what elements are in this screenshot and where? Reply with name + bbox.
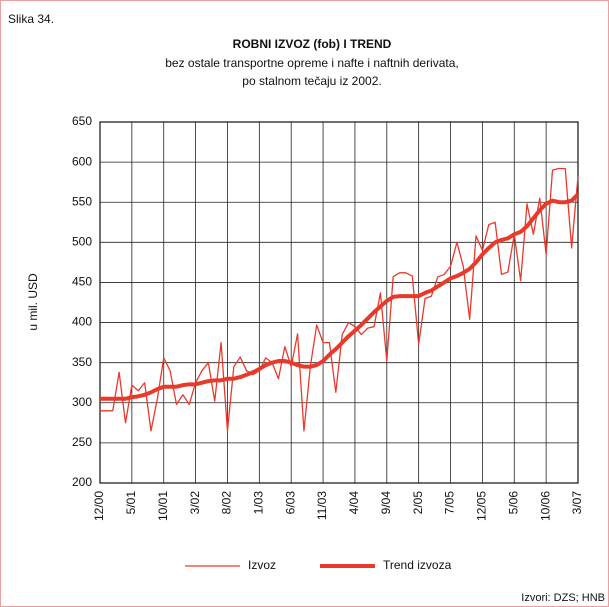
legend-label: Izvoz bbox=[248, 558, 276, 572]
y-tick-label: 350 bbox=[72, 355, 92, 369]
x-tick-label: 12/00 bbox=[92, 491, 106, 521]
x-tick-label: 1/03 bbox=[252, 491, 266, 515]
y-axis-label: u mil. USD bbox=[26, 273, 40, 331]
y-tick-label: 400 bbox=[72, 315, 92, 329]
y-tick-label: 600 bbox=[72, 154, 92, 168]
x-tick-label: 6/03 bbox=[283, 491, 297, 515]
y-tick-label: 450 bbox=[72, 275, 92, 289]
plot-border bbox=[99, 121, 579, 484]
x-tick-label: 11/03 bbox=[315, 491, 329, 520]
x-tick-label: 12/05 bbox=[475, 491, 489, 521]
x-tick-label: 5/01 bbox=[124, 491, 138, 515]
y-tick-label: 650 bbox=[72, 114, 92, 128]
series-line bbox=[100, 167, 579, 432]
y-tick-label: 500 bbox=[72, 235, 92, 249]
y-tick-label: 550 bbox=[72, 194, 92, 208]
legend-label: Trend izvoza bbox=[383, 558, 452, 572]
x-tick-label: 5/06 bbox=[506, 491, 520, 515]
subtitle: po stalnom tečaju iz 2002. bbox=[242, 74, 381, 88]
series-line bbox=[100, 192, 580, 401]
x-tick-label: 10/06 bbox=[538, 491, 552, 521]
y-tick-label: 300 bbox=[72, 395, 92, 409]
x-tick-label: 8/02 bbox=[220, 491, 234, 515]
x-tick-label: 3/02 bbox=[188, 491, 202, 515]
x-tick-label: 2/05 bbox=[411, 491, 425, 515]
chart-title: ROBNI IZVOZ (fob) I TREND bbox=[233, 37, 392, 51]
y-tick-label: 200 bbox=[72, 475, 92, 489]
x-tick-label: 9/04 bbox=[379, 491, 393, 515]
y-tick-label: 250 bbox=[72, 435, 92, 449]
subtitle: bez ostale transportne opreme i nafte i … bbox=[165, 56, 459, 70]
x-tick-label: 10/01 bbox=[156, 491, 170, 521]
x-tick-label: 4/04 bbox=[347, 491, 361, 515]
x-tick-label: 3/07 bbox=[570, 491, 584, 515]
x-tick-label: 7/05 bbox=[443, 491, 457, 515]
source: Izvori: DZS; HNB bbox=[521, 592, 605, 604]
figure-label: Slika 34. bbox=[8, 12, 54, 26]
